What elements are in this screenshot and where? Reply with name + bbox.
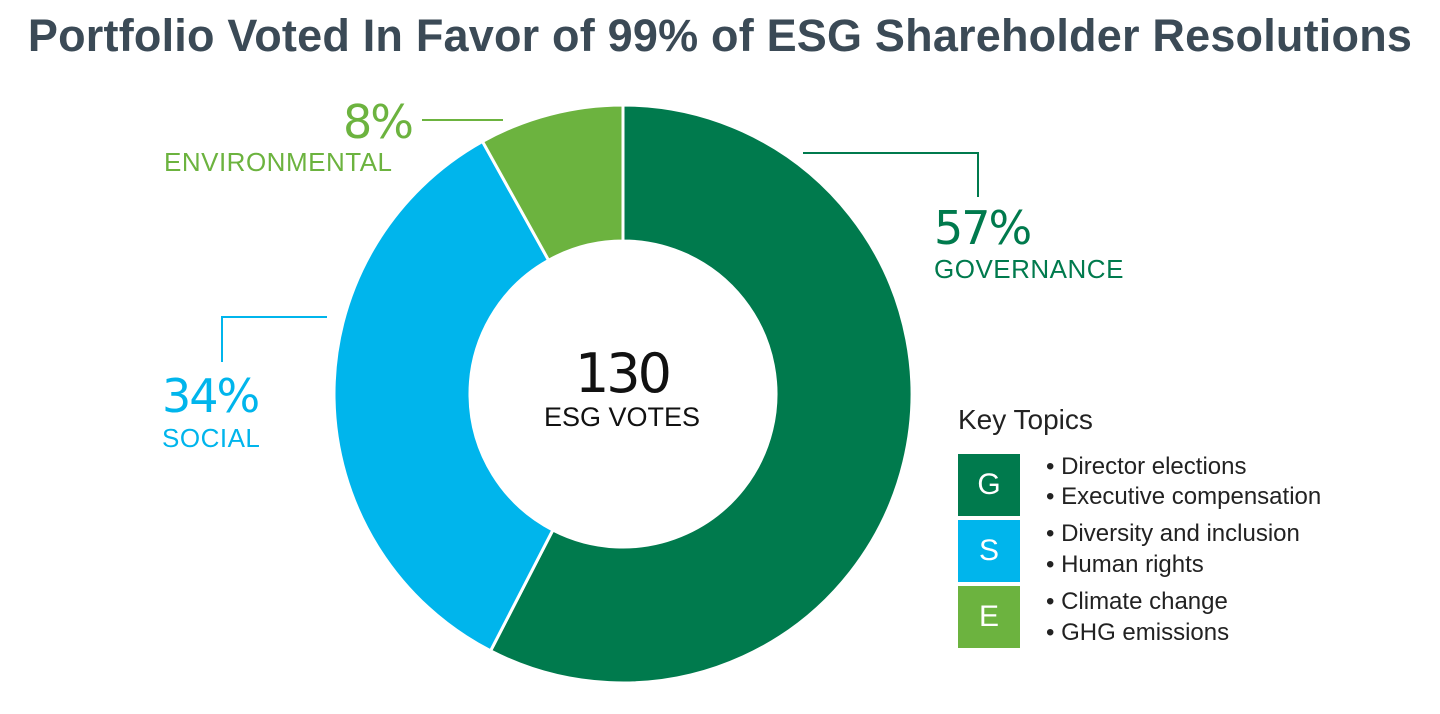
- social-label: SOCIAL: [162, 423, 261, 453]
- governance-label: GOVERNANCE: [934, 254, 1124, 284]
- environmental-label: ENVIRONMENTAL: [164, 147, 393, 177]
- donut-slice-environmental: [480, 103, 625, 263]
- key-governance-item-1: • Director elections: [1046, 453, 1247, 480]
- key-topics-title: Key Topics: [958, 404, 1093, 435]
- key-social-item-2: • Human rights: [1046, 551, 1204, 578]
- social-percent: 34%: [162, 369, 260, 423]
- governance-percent: 57%: [934, 201, 1032, 255]
- center-total-value: 130: [574, 342, 672, 405]
- leader-line-governance: [803, 152, 979, 197]
- donut-slices: [332, 103, 914, 685]
- key-environmental-item-1: • Climate change: [1046, 588, 1228, 615]
- center-total-label: ESG VOTES: [543, 402, 701, 432]
- leader-line-social: [221, 316, 327, 362]
- key-governance-item-2: • Executive compensation: [1046, 483, 1322, 510]
- donut-slice-governance: [488, 103, 914, 685]
- leader-lines: [221, 119, 979, 362]
- donut-slice-social: [332, 139, 555, 653]
- key-social-item-1: • Diversity and inclusion: [1046, 520, 1300, 547]
- chart-title: Portfolio Voted In Favor of 99% of ESG S…: [27, 10, 1413, 61]
- key-environmental-item-2: • GHG emissions: [1046, 619, 1230, 646]
- key-governance-box: G: [958, 454, 1020, 516]
- environmental-percent: 8%: [343, 95, 414, 149]
- key-social-box: S: [958, 520, 1020, 582]
- key-environmental-box: E: [958, 586, 1020, 648]
